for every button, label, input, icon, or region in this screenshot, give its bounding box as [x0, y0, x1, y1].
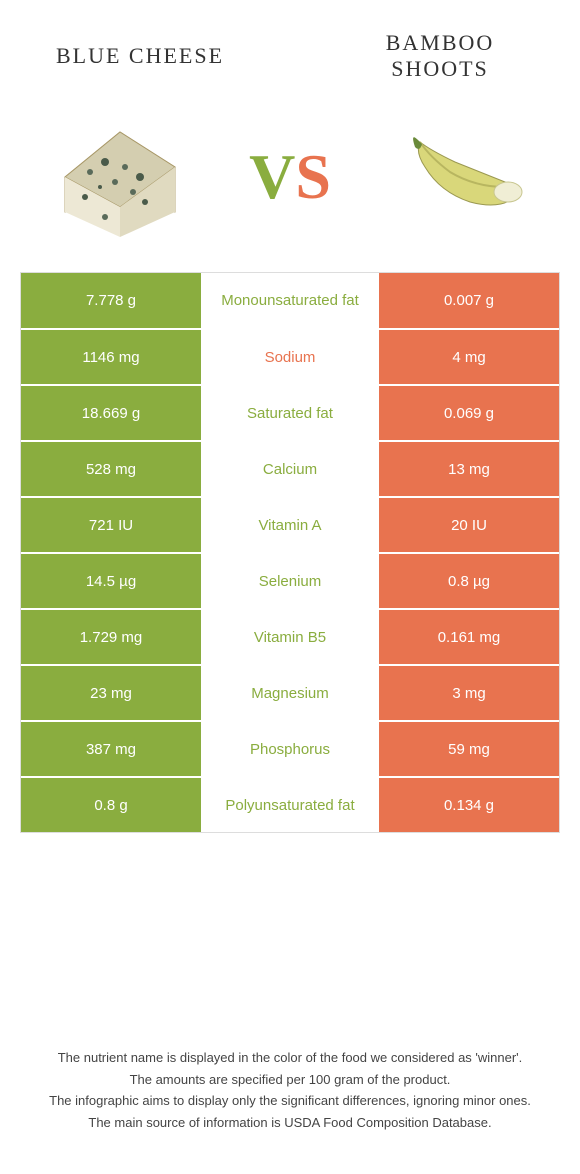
table-row: 387 mgPhosphorus59 mg	[21, 720, 559, 776]
vs-v: V	[249, 141, 295, 212]
food-title-right: Bamboo shoots	[340, 30, 540, 82]
comparison-table: 7.778 gMonounsaturated fat0.007 g1146 mg…	[20, 272, 560, 833]
footer-line-1: The nutrient name is displayed in the co…	[30, 1048, 550, 1068]
table-row: 721 IUVitamin A20 IU	[21, 496, 559, 552]
nutrient-label: Vitamin B5	[201, 610, 379, 664]
value-left: 387 mg	[21, 722, 201, 776]
table-row: 23 mgMagnesium3 mg	[21, 664, 559, 720]
nutrient-label: Saturated fat	[201, 386, 379, 440]
value-right: 59 mg	[379, 722, 559, 776]
nutrient-label: Calcium	[201, 442, 379, 496]
footer-line-3: The infographic aims to display only the…	[30, 1091, 550, 1111]
value-left: 0.8 g	[21, 778, 201, 832]
value-right: 0.161 mg	[379, 610, 559, 664]
table-row: 1.729 mgVitamin B50.161 mg	[21, 608, 559, 664]
table-row: 528 mgCalcium13 mg	[21, 440, 559, 496]
footer-line-2: The amounts are specified per 100 gram o…	[30, 1070, 550, 1090]
value-left: 721 IU	[21, 498, 201, 552]
table-row: 7.778 gMonounsaturated fat0.007 g	[21, 272, 559, 328]
nutrient-label: Vitamin A	[201, 498, 379, 552]
value-left: 14.5 µg	[21, 554, 201, 608]
table-row: 0.8 gPolyunsaturated fat0.134 g	[21, 776, 559, 832]
food-image-left	[40, 107, 200, 247]
header: Blue cheese Bamboo shoots	[0, 0, 580, 92]
value-right: 0.8 µg	[379, 554, 559, 608]
bamboo-shoot-icon	[390, 122, 530, 232]
value-right: 0.134 g	[379, 778, 559, 832]
value-left: 1.729 mg	[21, 610, 201, 664]
value-left: 528 mg	[21, 442, 201, 496]
food-image-right	[380, 107, 540, 247]
value-right: 0.007 g	[379, 273, 559, 328]
vs-label: VS	[249, 140, 331, 214]
value-right: 4 mg	[379, 330, 559, 384]
value-left: 1146 mg	[21, 330, 201, 384]
nutrient-label: Sodium	[201, 330, 379, 384]
nutrient-label: Selenium	[201, 554, 379, 608]
value-right: 0.069 g	[379, 386, 559, 440]
nutrient-label: Polyunsaturated fat	[201, 778, 379, 832]
blue-cheese-icon	[45, 117, 195, 237]
footer-line-4: The main source of information is USDA F…	[30, 1113, 550, 1133]
value-left: 7.778 g	[21, 273, 201, 328]
value-left: 18.669 g	[21, 386, 201, 440]
value-left: 23 mg	[21, 666, 201, 720]
table-row: 14.5 µgSelenium0.8 µg	[21, 552, 559, 608]
nutrient-label: Phosphorus	[201, 722, 379, 776]
footer-notes: The nutrient name is displayed in the co…	[30, 1048, 550, 1134]
table-row: 18.669 gSaturated fat0.069 g	[21, 384, 559, 440]
food-title-left: Blue cheese	[40, 43, 240, 69]
value-right: 20 IU	[379, 498, 559, 552]
nutrient-label: Magnesium	[201, 666, 379, 720]
value-right: 3 mg	[379, 666, 559, 720]
value-right: 13 mg	[379, 442, 559, 496]
vs-s: S	[295, 141, 331, 212]
nutrient-label: Monounsaturated fat	[201, 273, 379, 328]
table-row: 1146 mgSodium4 mg	[21, 328, 559, 384]
images-row: VS	[0, 92, 580, 272]
